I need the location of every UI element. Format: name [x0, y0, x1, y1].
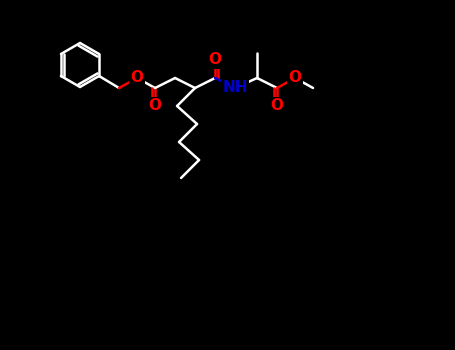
Text: O: O	[208, 52, 222, 68]
Text: O: O	[288, 70, 302, 85]
Text: O: O	[148, 98, 162, 113]
Text: O: O	[271, 98, 283, 113]
Text: O: O	[131, 70, 144, 85]
Text: NH: NH	[222, 80, 248, 96]
